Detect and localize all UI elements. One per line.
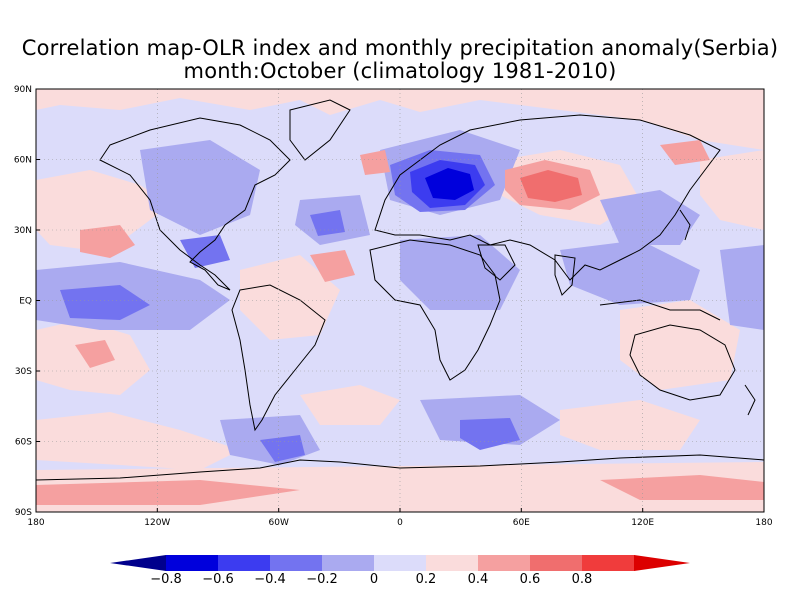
colorbar: −0.8 −0.6 −0.4 −0.2 0 0.2 0.4 0.6 0.8: [110, 555, 690, 587]
coastline-india: [554, 254, 576, 296]
colorbar-tick-label: 0.4: [468, 572, 489, 587]
field-region: [260, 435, 305, 462]
colorbar-tick-label: −0.8: [150, 572, 182, 587]
coastline-greenland: [289, 99, 351, 161]
chart-title-line1: Correlation map-OLR index and monthly pr…: [21, 36, 779, 60]
field-region: [36, 89, 764, 150]
field-region: [400, 235, 520, 310]
field-region: [600, 190, 700, 245]
colorbar-tick-label: −0.6: [202, 572, 234, 587]
coastline-africa: [369, 239, 501, 381]
coastline-south-america: [231, 284, 326, 432]
field-region: [720, 245, 764, 330]
field-region: [36, 480, 300, 505]
coastline-antarctica: [36, 454, 764, 481]
lat-label-eq: EQ: [19, 297, 32, 307]
coastlines: [36, 99, 764, 481]
lat-label-30s: 30S: [15, 367, 32, 377]
lon-label-180w: 180: [27, 518, 44, 528]
field-region: [520, 170, 582, 202]
lon-label-60w: 60W: [269, 518, 289, 528]
lon-label-180e: 180: [755, 518, 772, 528]
field-region: [660, 140, 710, 165]
colorbar-tick-label: 0.2: [416, 572, 437, 587]
field-region: [240, 255, 340, 340]
coastline-australia: [629, 324, 736, 401]
field-region: [620, 300, 740, 390]
colorbar-swatch: [582, 555, 635, 571]
colorbar-swatch: [218, 555, 271, 571]
coastline-eurasia: [374, 114, 721, 281]
field-region: [80, 225, 135, 258]
coastline-new-zealand: [744, 384, 756, 416]
field-region: [310, 250, 355, 282]
colorbar-arrow-right: [634, 555, 690, 571]
field-region: [360, 150, 390, 175]
lon-label-120w: 120W: [144, 518, 170, 528]
lon-label-0: 0: [397, 518, 403, 528]
colorbar-swatch: [322, 555, 375, 571]
colorbar-swatch: [166, 555, 219, 571]
lon-label-60e: 60E: [513, 518, 530, 528]
field-region: [560, 400, 700, 450]
colorbar-tick-label: −0.2: [306, 572, 338, 587]
field-region: [300, 385, 400, 425]
lon-labels: 180 120W 60W 0 60E 120E 180: [27, 518, 772, 528]
lat-label-90s: 90S: [15, 508, 32, 518]
field-region: [36, 412, 240, 470]
colorbar-arrow-left: [110, 555, 166, 571]
field-region: [60, 285, 150, 320]
lat-label-60n: 60N: [14, 156, 32, 166]
colorbar-tick-label: 0.8: [572, 572, 593, 587]
chart-title-line2: month:October (climatology 1981-2010): [183, 59, 617, 83]
coastline-japan: [679, 209, 691, 241]
field-region: [560, 240, 700, 305]
lat-label-90n: 90N: [14, 85, 32, 95]
field-region: [700, 150, 764, 230]
field-region: [310, 210, 345, 236]
colorbar-swatch: [426, 555, 479, 571]
ticks: [35, 88, 765, 513]
coastline-indonesia: [599, 299, 721, 321]
coastline-north-america: [99, 117, 291, 291]
field-region: [140, 140, 260, 235]
lat-label-60s: 60S: [15, 438, 32, 448]
colorbar-swatch: [530, 555, 583, 571]
colorbar-swatch: [374, 555, 427, 571]
field-region: [75, 340, 115, 368]
colorbar-tick-label: −0.4: [254, 572, 286, 587]
colorbar-swatch: [270, 555, 323, 571]
colorbar-tick-label: 0.6: [520, 572, 541, 587]
graticule: [36, 89, 764, 512]
lon-label-120e: 120E: [631, 518, 654, 528]
field-region: [600, 475, 764, 500]
field-region: [460, 418, 520, 450]
coastline-arabia: [477, 244, 516, 281]
field-region: [425, 168, 474, 200]
colorbar-tick-label: 0: [370, 572, 378, 587]
colorbar-swatch: [478, 555, 531, 571]
lat-labels: 90N 60N 30N EQ 30S 60S 90S: [14, 85, 32, 518]
lat-label-30n: 30N: [14, 226, 32, 236]
